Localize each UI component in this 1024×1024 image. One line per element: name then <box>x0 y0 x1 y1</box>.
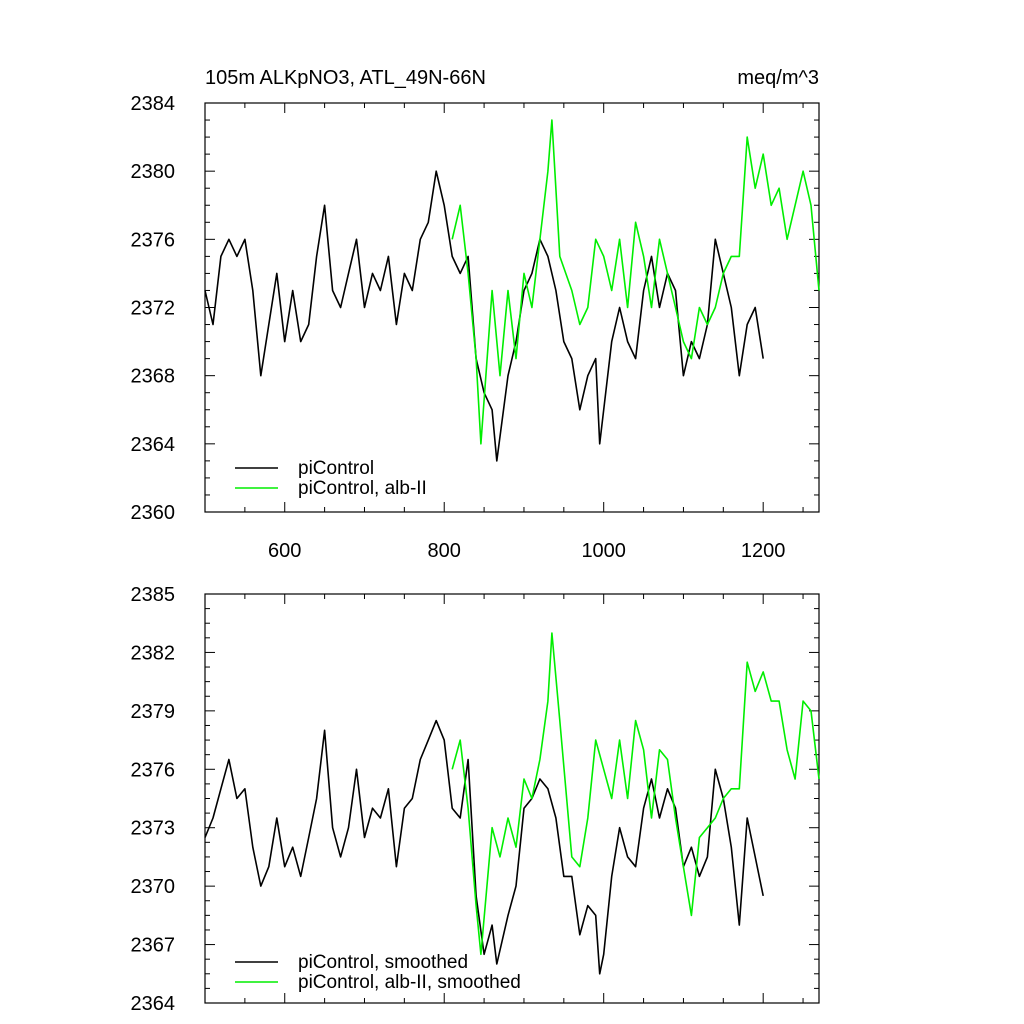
x-tick-label: 800 <box>428 540 461 562</box>
y-tick-label: 2364 <box>131 434 176 456</box>
chart-title: 105m ALKpNO3, ATL_49N-66N <box>205 67 486 89</box>
top-panel: 600 800 1000 1200 2360 2364 2368 2372 2376 2380 23… <box>131 67 820 562</box>
series-line-picontrol-alb-ii <box>451 632 820 956</box>
y-tick-label: 2376 <box>131 759 176 781</box>
plot-frame <box>204 593 820 1004</box>
legend-label: piControl, alb-II, smoothed <box>298 972 521 993</box>
y-tick-label: 2385 <box>131 584 176 606</box>
units-label: meq/m^3 <box>737 67 819 89</box>
y-tick-label: 2360 <box>131 502 176 524</box>
x-tick-label: 600 <box>268 540 301 562</box>
plot-frame <box>204 102 820 513</box>
y-tick-label: 2376 <box>131 229 176 251</box>
legend-label: piControl, smoothed <box>298 952 468 973</box>
y-tick-label: 2384 <box>131 93 176 115</box>
bottom-panel: 2364 2367 2370 2373 2376 2379 2382 2385 piContro… <box>131 584 820 1015</box>
y-tick-label: 2373 <box>131 818 176 840</box>
y-tick-label: 2370 <box>131 876 176 898</box>
series-line-picontrol <box>204 719 764 975</box>
y-tick-label: 2367 <box>131 935 176 957</box>
y-tick-label: 2364 <box>131 993 176 1015</box>
y-tick-label: 2380 <box>131 161 176 183</box>
x-tick-label: 1200 <box>741 540 786 562</box>
legend-label: piControl, alb-II <box>298 478 427 499</box>
y-tick-label: 2372 <box>131 298 176 320</box>
y-tick-label: 2382 <box>131 642 176 664</box>
y-tick-label: 2379 <box>131 701 176 723</box>
series-line-picontrol <box>204 170 764 462</box>
legend-label: piControl <box>298 458 374 479</box>
x-tick-label: 1000 <box>581 540 626 562</box>
y-tick-label: 2368 <box>131 366 176 388</box>
series-line-picontrol-alb-ii <box>451 119 820 445</box>
